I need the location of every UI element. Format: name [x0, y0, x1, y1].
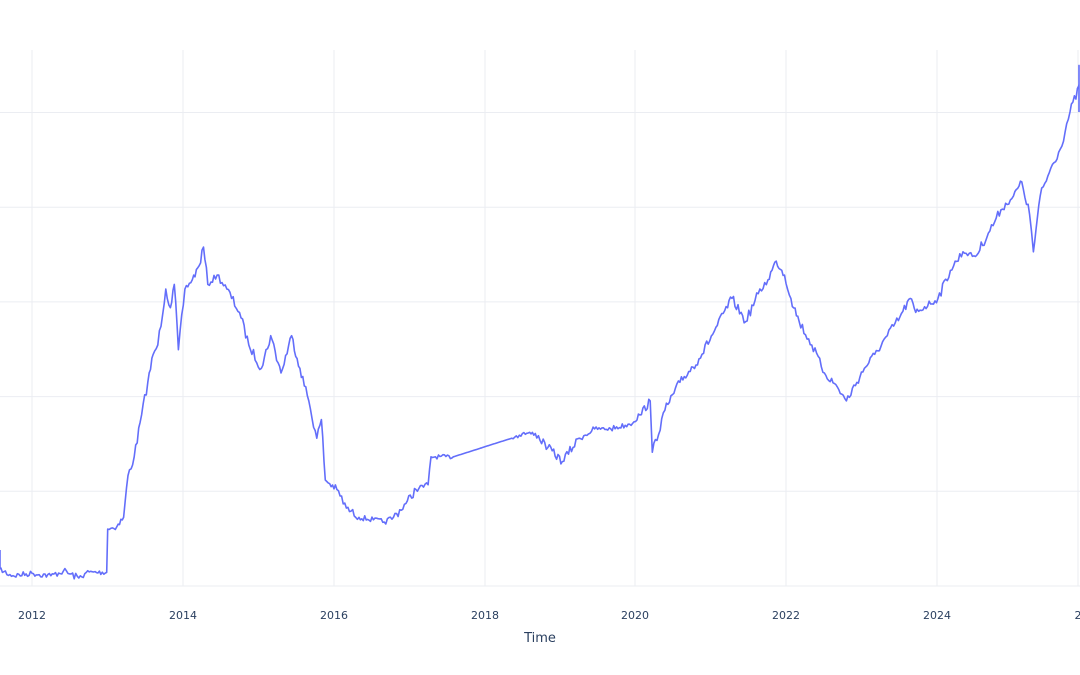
x-tick-label: 2	[1075, 609, 1080, 622]
x-axis-title: Time	[523, 631, 556, 646]
series-layer	[0, 64, 1080, 580]
x-tick-label: 2014	[169, 609, 197, 622]
x-tick-label: 2024	[923, 609, 951, 622]
series-line-0	[0, 64, 1080, 580]
x-tick-label: 2018	[471, 609, 499, 622]
x-tick-label: 2020	[621, 609, 649, 622]
x-tick-labels: 2012 2014 2016 2018 2020 2022 2024 2	[18, 609, 1080, 622]
x-tick-label: 2022	[772, 609, 800, 622]
y-gridlines	[0, 112, 1080, 587]
x-tick-label: 2012	[18, 609, 46, 622]
x-gridlines	[31, 50, 1079, 586]
x-tick-label: 2016	[320, 609, 348, 622]
